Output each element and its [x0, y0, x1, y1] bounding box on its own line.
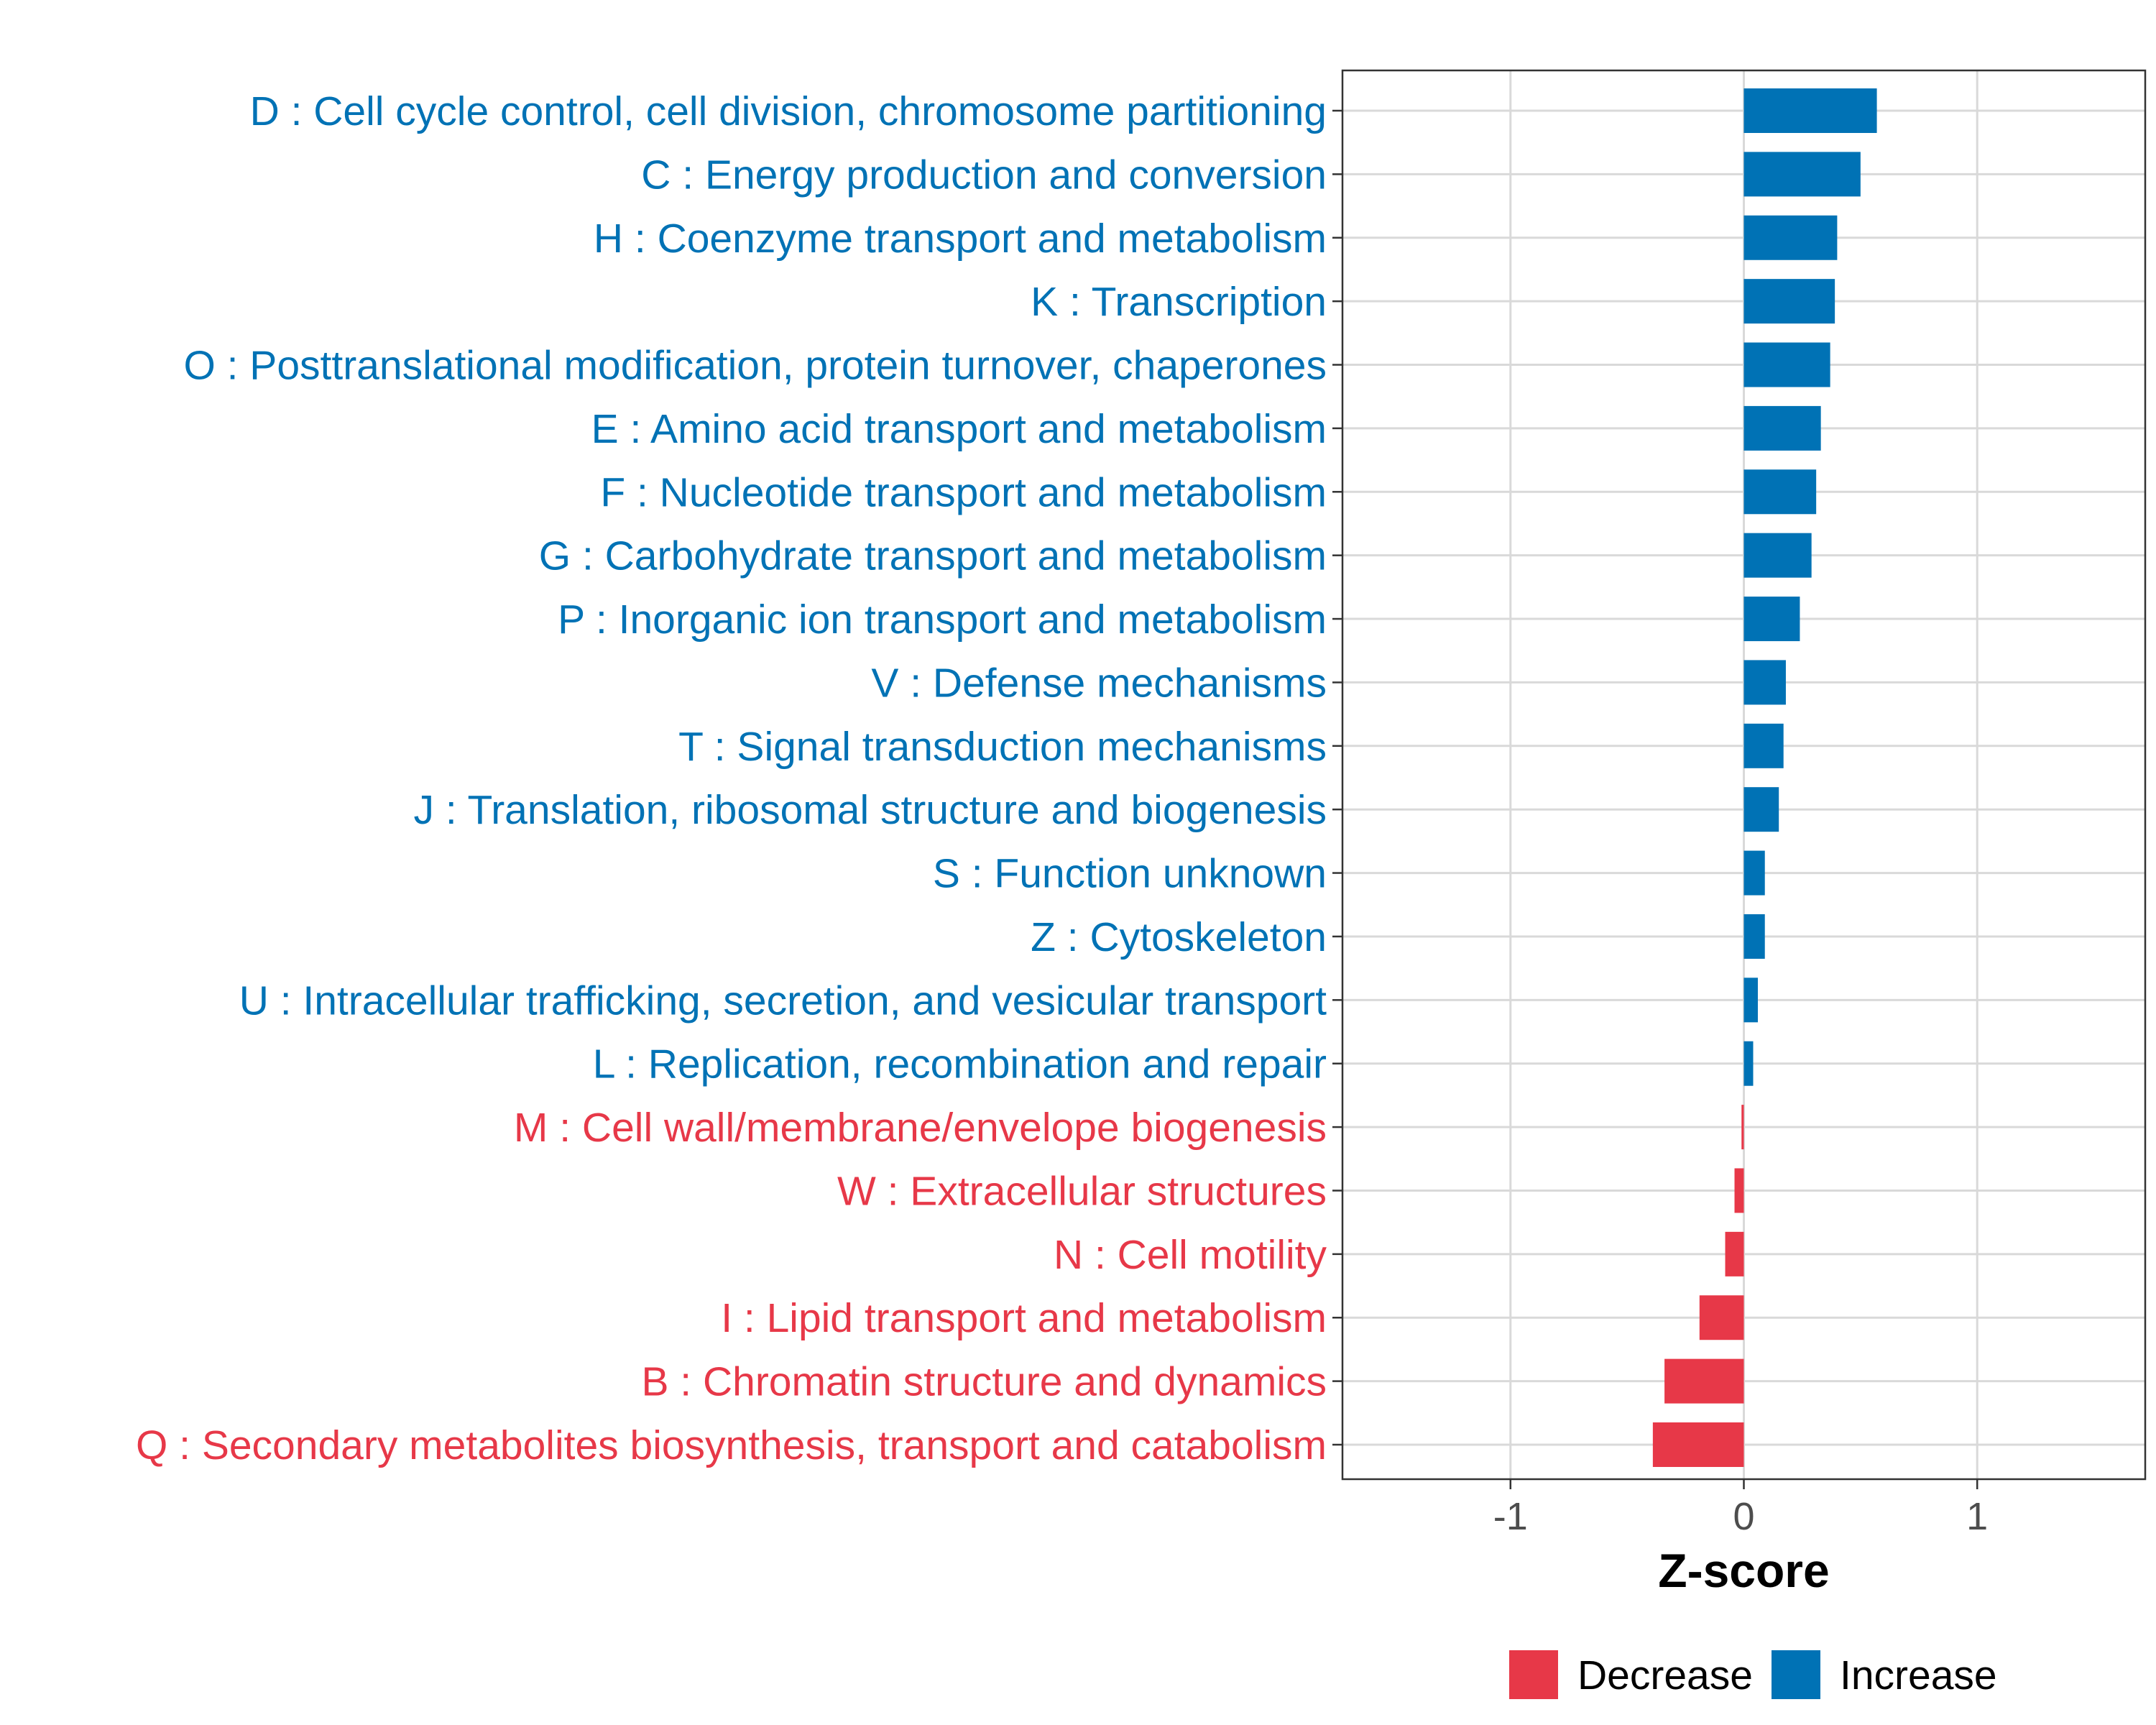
- category-label-d: D : Cell cycle control, cell division, c…: [250, 88, 1327, 134]
- bar-l: [1743, 1041, 1754, 1086]
- legend-key-decrease: [1509, 1650, 1558, 1699]
- category-label-v: V : Defense mechanisms: [871, 660, 1327, 706]
- legend-label-increase: Increase: [1840, 1652, 1997, 1698]
- category-label-u: U : Intracellular trafficking, secretion…: [239, 978, 1327, 1024]
- x-tick-label--1: -1: [1493, 1495, 1528, 1538]
- category-label-i: I : Lipid transport and metabolism: [721, 1295, 1327, 1341]
- category-label-s: S : Function unknown: [933, 851, 1327, 897]
- category-labels: D : Cell cycle control, cell division, c…: [136, 88, 1327, 1468]
- bar-k: [1743, 279, 1835, 324]
- bar-m: [1741, 1105, 1744, 1150]
- bar-v: [1743, 660, 1786, 705]
- bar-d: [1743, 88, 1877, 133]
- bar-f: [1743, 469, 1817, 515]
- category-label-g: G : Carbohydrate transport and metabolis…: [539, 533, 1327, 579]
- category-label-b: B : Chromatin structure and dynamics: [641, 1359, 1327, 1405]
- legend-label-decrease: Decrease: [1577, 1652, 1753, 1698]
- bar-z: [1743, 914, 1765, 959]
- x-tick-label-1: 1: [1966, 1495, 1988, 1538]
- bar-n: [1725, 1231, 1744, 1276]
- category-label-w: W : Extracellular structures: [837, 1168, 1327, 1214]
- bar-u: [1743, 978, 1758, 1023]
- bar-o: [1743, 342, 1830, 387]
- category-label-k: K : Transcription: [1031, 279, 1327, 325]
- bar-t: [1743, 723, 1784, 768]
- bar-c: [1743, 152, 1861, 197]
- category-label-p: P : Inorganic ion transport and metaboli…: [558, 597, 1327, 643]
- bar-g: [1743, 533, 1812, 578]
- bars: [1652, 88, 1877, 1467]
- bar-h: [1743, 215, 1838, 260]
- legend: Decrease Increase: [1509, 1650, 1997, 1699]
- bar-j: [1743, 787, 1779, 832]
- bar-w: [1734, 1168, 1744, 1213]
- axis-ticks: -1 0 1: [1332, 109, 1988, 1538]
- category-label-n: N : Cell motility: [1054, 1232, 1327, 1278]
- category-label-z: Z : Cytoskeleton: [1031, 914, 1327, 960]
- x-tick-label-0: 0: [1733, 1495, 1754, 1538]
- bar-s: [1743, 850, 1765, 896]
- category-label-j: J : Translation, ribosomal structure and…: [414, 787, 1327, 833]
- bar-i: [1699, 1295, 1744, 1340]
- bar-q: [1652, 1422, 1744, 1467]
- category-label-o: O : Posttranslational modification, prot…: [183, 343, 1327, 389]
- category-label-f: F : Nucleotide transport and metabolism: [600, 469, 1327, 515]
- category-label-t: T : Signal transduction mechanisms: [678, 724, 1327, 770]
- category-label-m: M : Cell wall/membrane/envelope biogenes…: [514, 1105, 1327, 1151]
- category-label-e: E : Amino acid transport and metabolism: [591, 406, 1327, 452]
- category-label-c: C : Energy production and conversion: [641, 152, 1327, 198]
- category-label-h: H : Coenzyme transport and metabolism: [594, 216, 1327, 262]
- bar-p: [1743, 597, 1800, 642]
- x-axis-title: Z-score: [1658, 1544, 1829, 1597]
- category-label-l: L : Replication, recombination and repai…: [593, 1041, 1327, 1087]
- category-label-q: Q : Secondary metabolites biosynthesis, …: [136, 1422, 1327, 1468]
- bar-e: [1743, 405, 1821, 451]
- legend-key-increase: [1772, 1650, 1820, 1699]
- bar-b: [1664, 1358, 1744, 1404]
